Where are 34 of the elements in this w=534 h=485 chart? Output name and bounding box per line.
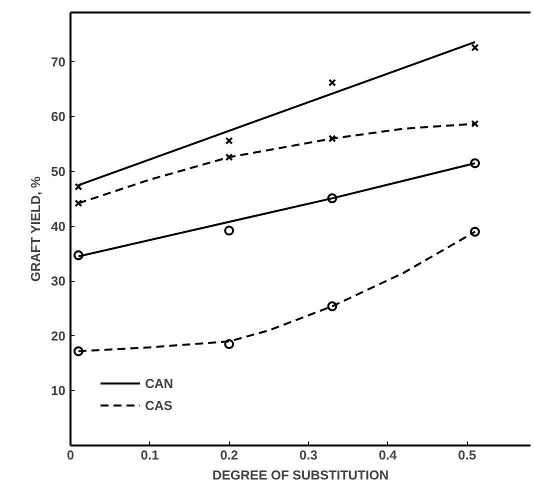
point (224, 226, 234, 236)
point (471, 44, 479, 52)
point (327, 301, 338, 312)
legend-label: CAN (145, 376, 174, 390)
x-tick-label: 0.3 (299, 448, 318, 462)
x-tick-label: 0.4 (378, 448, 398, 462)
point (224, 339, 234, 350)
point (225, 136, 233, 145)
y-tick-label: 20 (51, 328, 66, 344)
point (74, 199, 82, 208)
y-tick-label: 40 (51, 218, 66, 234)
x-tick-label: 0 (66, 448, 74, 462)
y-tick-label: 30 (51, 274, 66, 289)
point (470, 226, 480, 237)
y-tick-label: 10 (51, 383, 66, 398)
point (74, 182, 82, 191)
point (328, 78, 336, 86)
x-tick-label: 0.5 (458, 448, 476, 462)
line-series (77, 230, 476, 352)
y-tick-label: 70 (51, 54, 66, 70)
y-tick-label: 60 (51, 109, 66, 124)
point (471, 120, 479, 128)
y-tick-label: 50 (51, 164, 66, 179)
x-axis-title: DEGREE OF SUBSTITUTION (212, 468, 389, 482)
point (73, 346, 84, 356)
y-axis-title: GRAFT YIELD, % (28, 176, 44, 282)
point (328, 134, 336, 142)
point (327, 193, 338, 204)
x-tick-label: 0.2 (220, 448, 238, 462)
line-series (77, 122, 476, 204)
point (73, 250, 84, 260)
legend-label: CAS (145, 398, 172, 412)
point (225, 153, 233, 162)
x-tick-label: 0.1 (140, 448, 159, 462)
